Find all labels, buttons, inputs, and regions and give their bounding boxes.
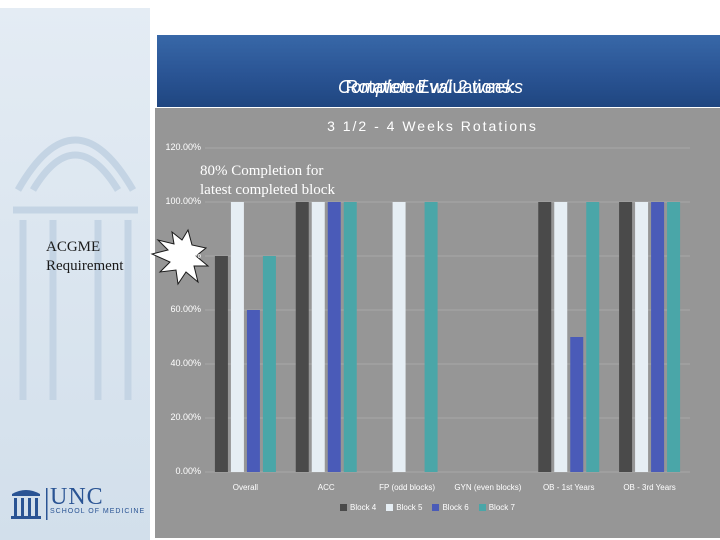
completion-annotation-line2: latest completed block xyxy=(200,181,335,198)
acgme-annotation-line2: Requirement xyxy=(46,257,124,274)
x-tick-label: OB - 1st Years xyxy=(542,483,595,492)
legend-swatch xyxy=(386,504,394,511)
bar-block-7 xyxy=(343,202,357,472)
old-well-seal-icon xyxy=(13,136,138,400)
chart-title: 3 1/2 - 4 Weeks Rotations xyxy=(327,118,538,134)
grid-lines xyxy=(205,147,690,473)
bar-block-4 xyxy=(295,202,309,472)
bar-block-5 xyxy=(230,202,244,472)
bar-block-7 xyxy=(667,202,681,472)
legend-item: Block 5 xyxy=(386,503,422,512)
bar-block-5 xyxy=(392,202,406,472)
y-tick-label: 60.00% xyxy=(170,304,201,314)
chart-legend: Block 4 Block 5 Block 6 Block 7 xyxy=(340,503,515,512)
sidebar-top-strip xyxy=(0,0,150,8)
x-tick-label: Overall xyxy=(232,483,259,492)
bar-block-5 xyxy=(554,202,568,472)
slide-title-plain: Rotation Evaluations: xyxy=(345,77,516,97)
legend-swatch xyxy=(340,504,347,511)
legend-swatch xyxy=(432,504,440,511)
x-tick-label: GYN (even blocks) xyxy=(454,483,522,492)
bar-block-4 xyxy=(214,256,228,472)
bar-block-7 xyxy=(424,202,438,472)
bar-block-4 xyxy=(538,202,552,472)
completion-annotation: 80% Completion for latest completed bloc… xyxy=(200,162,335,200)
x-tick-label: OB - 3rd Years xyxy=(623,483,676,492)
bar-block-7 xyxy=(262,256,276,472)
bar-block-6 xyxy=(246,310,260,472)
legend-item: Block 7 xyxy=(478,503,515,512)
unc-logo-text: UNC xyxy=(50,484,104,510)
y-tick-label: 0.00% xyxy=(175,466,201,476)
slide-title-italic: Completed w/i 2 weeks xyxy=(337,77,524,97)
y-tick-label: 120.00% xyxy=(165,142,201,152)
school-of-medicine-text: SCHOOL OF MEDICINE xyxy=(50,508,146,515)
legend-swatch xyxy=(478,504,486,511)
legend-label: Block 5 xyxy=(396,503,423,512)
y-tick-label: 80.00% xyxy=(170,250,201,260)
y-tick-label: 40.00% xyxy=(170,358,201,368)
unc-well-logo-icon xyxy=(11,488,48,520)
acgme-annotation: ACGME Requirement xyxy=(46,238,123,276)
x-tick-label: ACC xyxy=(317,483,335,492)
bar-block-7 xyxy=(586,202,600,472)
bar-block-6 xyxy=(570,337,584,472)
y-tick-label: 100.00% xyxy=(165,196,201,206)
acgme-annotation-line1: ACGME xyxy=(46,239,101,255)
bars xyxy=(214,202,681,472)
bar-block-6 xyxy=(651,202,665,472)
y-tick-label: 20.00% xyxy=(170,412,201,422)
slide-title-bar: Rotation Evaluations: Completed w/i 2 we… xyxy=(157,35,720,107)
bar-block-5 xyxy=(311,202,325,472)
legend-item: Block 6 xyxy=(432,503,469,512)
x-tick-label: FP (odd blocks) xyxy=(379,483,436,492)
bar-block-5 xyxy=(635,202,649,472)
completion-annotation-line1: 80% Completion for xyxy=(200,163,324,179)
bar-block-6 xyxy=(327,202,341,472)
bar-block-4 xyxy=(619,202,633,472)
legend-item: Block 4 xyxy=(340,503,376,512)
starburst-icon xyxy=(150,228,210,286)
legend-label: Block 4 xyxy=(350,503,377,512)
legend-label: Block 6 xyxy=(442,503,469,512)
legend-label: Block 7 xyxy=(488,503,515,512)
